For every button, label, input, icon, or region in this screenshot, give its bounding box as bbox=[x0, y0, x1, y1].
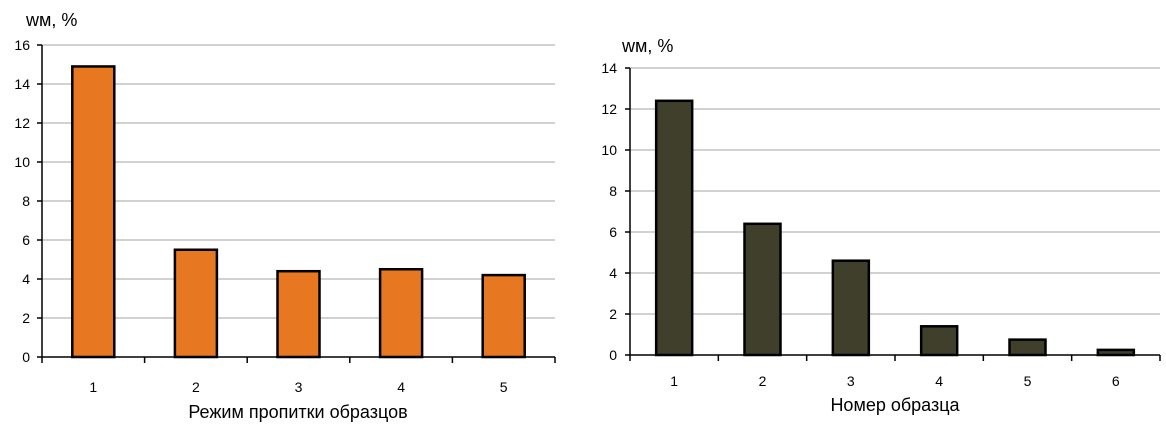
y-tick-label: 16 bbox=[14, 37, 30, 53]
x-tick-label: 1 bbox=[89, 379, 97, 395]
bar bbox=[831, 259, 871, 357]
x-tick-label: 3 bbox=[295, 379, 303, 395]
bar bbox=[71, 65, 116, 359]
bar bbox=[1096, 348, 1136, 357]
bar bbox=[743, 222, 782, 357]
y-tick-label: 8 bbox=[22, 193, 30, 209]
x-axis-title: Номер образца bbox=[830, 395, 960, 415]
y-tick-label: 12 bbox=[601, 101, 617, 117]
bar bbox=[919, 325, 959, 357]
x-tick-label: 4 bbox=[397, 379, 405, 395]
x-tick-label: 5 bbox=[500, 379, 508, 395]
y-tick-label: 0 bbox=[22, 349, 30, 365]
x-tick-label: 1 bbox=[670, 373, 678, 389]
y-tick-label: 4 bbox=[22, 271, 30, 287]
y-tick-label: 14 bbox=[601, 60, 617, 76]
bar bbox=[654, 99, 694, 357]
y-axis-title: wм, % bbox=[25, 10, 77, 30]
y-axis-title: wм, % bbox=[621, 36, 673, 56]
x-tick-label: 3 bbox=[847, 373, 855, 389]
x-tick-label: 4 bbox=[935, 373, 943, 389]
bar bbox=[378, 268, 424, 359]
bar bbox=[276, 269, 321, 359]
y-tick-label: 6 bbox=[609, 224, 617, 240]
x-tick-label: 6 bbox=[1112, 373, 1120, 389]
x-tick-label: 2 bbox=[759, 373, 767, 389]
y-tick-label: 12 bbox=[14, 115, 30, 131]
y-tick-label: 2 bbox=[22, 310, 30, 326]
bar bbox=[481, 273, 526, 359]
x-tick-label: 5 bbox=[1024, 373, 1032, 389]
x-tick-label: 2 bbox=[192, 379, 200, 395]
y-tick-label: 14 bbox=[14, 76, 30, 92]
y-tick-label: 0 bbox=[609, 347, 617, 363]
y-tick-label: 6 bbox=[22, 232, 30, 248]
x-axis-title: Режим пропитки образцов bbox=[188, 402, 407, 422]
bar bbox=[173, 248, 219, 359]
y-tick-label: 10 bbox=[601, 142, 617, 158]
bar bbox=[1008, 338, 1047, 357]
y-tick-label: 8 bbox=[609, 183, 617, 199]
y-tick-label: 4 bbox=[609, 265, 617, 281]
y-tick-label: 10 bbox=[14, 154, 30, 170]
y-tick-label: 2 bbox=[609, 306, 617, 322]
